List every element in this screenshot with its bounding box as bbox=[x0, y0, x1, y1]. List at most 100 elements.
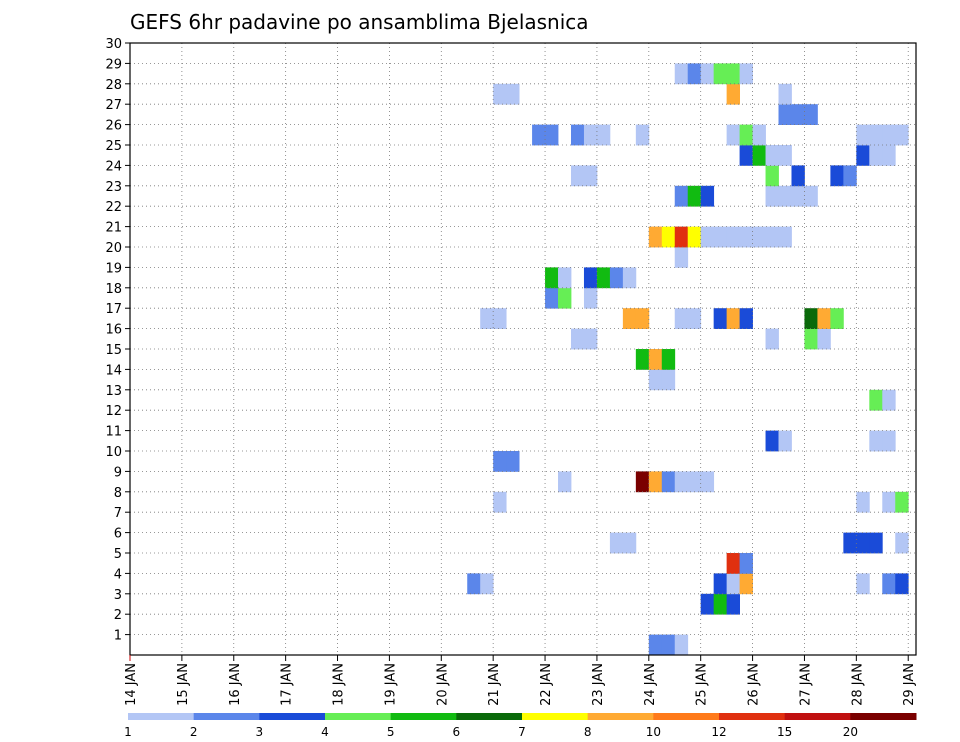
precip-cell bbox=[726, 593, 740, 615]
x-tick-label: 18 JAN bbox=[332, 663, 347, 706]
x-tick-label: 19 JAN bbox=[383, 663, 398, 706]
y-tick-label: 3 bbox=[114, 588, 122, 603]
y-tick-label: 9 bbox=[114, 465, 122, 480]
precip-cell bbox=[687, 226, 702, 248]
precip-cell bbox=[804, 308, 818, 329]
precip-cell bbox=[674, 308, 689, 329]
precip-cell bbox=[843, 165, 857, 187]
x-tick-label: 28 JAN bbox=[850, 663, 865, 706]
precip-cell bbox=[765, 328, 779, 350]
y-tick-label: 14 bbox=[105, 363, 122, 378]
y-tick-label: 20 bbox=[105, 241, 122, 256]
precip-cell bbox=[635, 471, 650, 493]
precip-cell bbox=[661, 634, 676, 656]
x-tick-label: 20 JAN bbox=[435, 663, 450, 706]
precip-cell bbox=[622, 267, 637, 289]
precip-cell bbox=[817, 328, 831, 350]
precip-cell bbox=[713, 63, 728, 85]
precip-cell bbox=[895, 573, 909, 595]
y-tick-label: 1 bbox=[114, 629, 122, 644]
precip-cell bbox=[778, 104, 792, 125]
y-tick-label: 8 bbox=[114, 486, 122, 501]
y-tick-label: 7 bbox=[114, 506, 122, 521]
precip-cell bbox=[596, 124, 611, 146]
precip-cell bbox=[869, 532, 883, 554]
precip-cell bbox=[661, 369, 676, 391]
y-tick-label: 29 bbox=[105, 57, 122, 72]
x-tick-label: 15 JAN bbox=[176, 663, 191, 706]
precip-cell bbox=[791, 104, 805, 125]
precip-cell bbox=[674, 247, 689, 268]
precip-cell bbox=[700, 185, 715, 207]
precip-cell bbox=[869, 124, 883, 146]
y-tick-label: 25 bbox=[105, 139, 122, 154]
precip-cell bbox=[506, 83, 520, 105]
legend-swatch bbox=[128, 713, 195, 720]
y-tick-label: 18 bbox=[105, 282, 122, 297]
legend-swatch bbox=[587, 713, 654, 720]
precip-cell bbox=[726, 226, 740, 248]
precip-cell bbox=[583, 287, 598, 309]
precip-cell bbox=[506, 451, 520, 472]
y-tick-label: 17 bbox=[105, 302, 122, 317]
precip-cell bbox=[869, 430, 883, 452]
precip-cells bbox=[467, 63, 909, 656]
precip-cell bbox=[895, 532, 909, 554]
precip-cell bbox=[661, 226, 676, 248]
precip-cell bbox=[817, 308, 831, 329]
precip-cell bbox=[726, 553, 740, 574]
precip-cell bbox=[635, 124, 650, 146]
y-axis: 1234567891011121314151617181920212223242… bbox=[105, 37, 130, 644]
legend-label: 10 bbox=[646, 725, 661, 739]
precip-cell bbox=[726, 63, 740, 85]
grid-lines bbox=[130, 43, 916, 655]
x-tick-label: 21 JAN bbox=[487, 663, 502, 706]
y-tick-label: 4 bbox=[114, 567, 122, 582]
legend-swatch bbox=[456, 713, 523, 720]
precip-cell bbox=[493, 491, 507, 513]
legend-swatch bbox=[193, 713, 260, 720]
precip-cell bbox=[882, 145, 896, 166]
precip-cell bbox=[713, 308, 728, 329]
precip-cell bbox=[545, 124, 559, 146]
precip-cell bbox=[778, 430, 792, 452]
legend-swatch bbox=[522, 713, 589, 720]
precip-cell bbox=[739, 145, 753, 166]
precip-cell bbox=[765, 430, 779, 452]
precip-cell bbox=[765, 145, 779, 166]
precip-cell bbox=[778, 145, 792, 166]
precip-cell bbox=[843, 532, 857, 554]
precip-cell bbox=[765, 165, 779, 187]
precip-cell bbox=[856, 145, 870, 166]
chart-title: GEFS 6hr padavine po ansamblima Bjelasni… bbox=[130, 10, 589, 34]
precip-cell bbox=[674, 471, 689, 493]
precip-cell bbox=[609, 267, 624, 289]
legend-swatch bbox=[259, 713, 326, 720]
y-tick-label: 26 bbox=[105, 119, 122, 134]
precip-cell bbox=[480, 573, 494, 595]
precip-cell bbox=[778, 226, 792, 248]
precip-cell bbox=[726, 573, 740, 595]
legend-label: 15 bbox=[777, 725, 792, 739]
precip-cell bbox=[583, 328, 598, 350]
precip-cell bbox=[830, 165, 844, 187]
y-tick-label: 16 bbox=[105, 323, 122, 338]
precip-cell bbox=[882, 430, 896, 452]
y-tick-label: 24 bbox=[105, 159, 122, 174]
precip-cell bbox=[532, 124, 546, 146]
precip-cell bbox=[856, 124, 870, 146]
precip-cell bbox=[739, 63, 753, 85]
precip-cell bbox=[570, 124, 585, 146]
x-tick-label: 26 JAN bbox=[747, 663, 762, 706]
precip-cell bbox=[648, 471, 663, 493]
precip-cell bbox=[480, 308, 494, 329]
x-tick-label: 17 JAN bbox=[280, 663, 295, 706]
precip-cell bbox=[739, 308, 753, 329]
x-tick-label: 16 JAN bbox=[228, 663, 243, 706]
precip-cell bbox=[687, 471, 702, 493]
y-tick-label: 10 bbox=[105, 445, 122, 460]
precip-cell bbox=[856, 532, 870, 554]
legend-swatch bbox=[325, 713, 392, 720]
precip-cell bbox=[700, 226, 715, 248]
precip-cell bbox=[609, 532, 624, 554]
